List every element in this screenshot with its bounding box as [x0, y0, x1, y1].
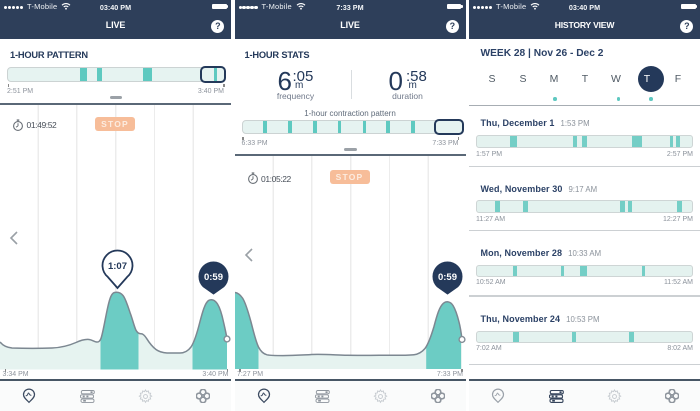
svg-text:0:59: 0:59 — [204, 272, 223, 283]
svg-text:0:59: 0:59 — [437, 272, 456, 283]
svg-text:1:07: 1:07 — [108, 261, 127, 272]
